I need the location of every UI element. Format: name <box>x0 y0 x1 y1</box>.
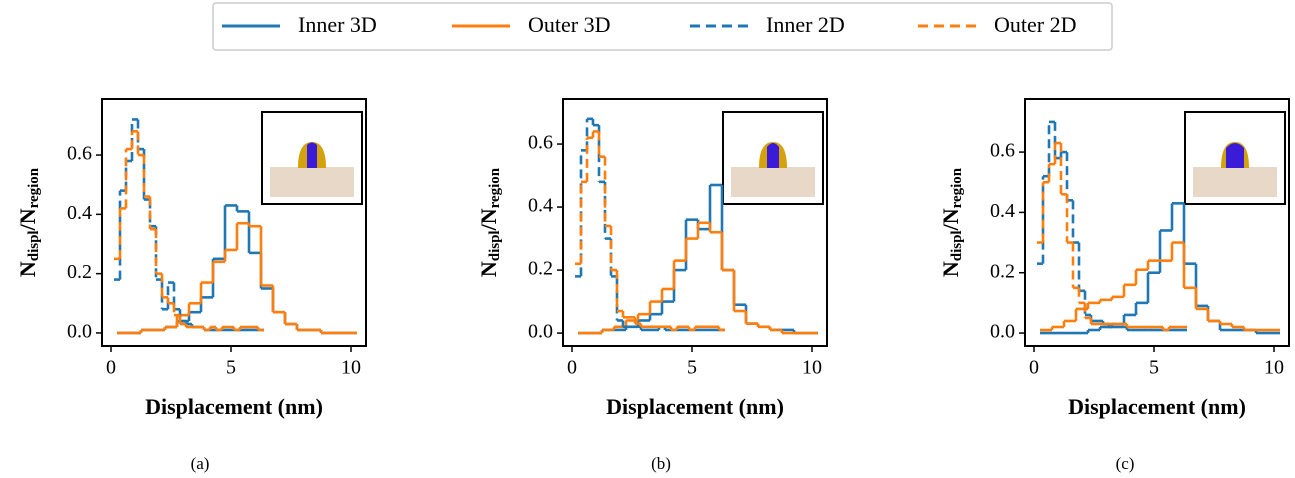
y-axis-label-part: region <box>949 167 965 208</box>
x-tick-label: 5 <box>687 357 697 379</box>
x-tick-label: 5 <box>226 357 236 379</box>
y-axis-label: Ndispl/Nregion <box>938 167 965 277</box>
inset-b <box>722 111 824 205</box>
subfigure-caption: (a) <box>191 454 210 473</box>
y-tick-label: 0.2 <box>528 258 553 280</box>
legend-label: Inner 3D <box>298 12 377 37</box>
subfigure-caption: (c) <box>1116 454 1135 473</box>
y-tick-label: 0.0 <box>67 321 92 343</box>
x-tick-label: 0 <box>1029 357 1039 379</box>
axes-frame <box>101 98 367 347</box>
y-tick-label: 0.6 <box>67 143 92 165</box>
y-tick-label: 0.2 <box>67 261 92 283</box>
y-axis-label: Ndispl/Nregion <box>15 167 42 277</box>
axes-frame <box>562 98 828 347</box>
y-axis-label-part: N <box>15 261 40 277</box>
legend-label: Outer 2D <box>994 12 1076 37</box>
y-axis-label: Ndispl/Nregion <box>476 167 503 277</box>
y-tick-label: 0.2 <box>990 260 1015 282</box>
x-axis-label: Displacement (nm) <box>1068 394 1246 419</box>
inset-c <box>1184 111 1286 205</box>
x-axis-label: Displacement (nm) <box>606 394 784 419</box>
subfigure-caption: (b) <box>651 454 671 473</box>
y-axis-label-part: displ <box>26 230 42 261</box>
x-axis-label: Displacement (nm) <box>145 394 323 419</box>
inset-a <box>261 111 363 205</box>
y-tick-label: 0.4 <box>528 195 553 217</box>
plot: 0 5 10 0.0 0.2 0.4 0.6 Displacement (nm) Ndispl/… <box>476 98 828 473</box>
x-tick-label: 0 <box>106 357 116 379</box>
y-tick-label: 0.6 <box>528 132 553 154</box>
x-tick-label: 10 <box>341 357 361 379</box>
y-axis-label-part: region <box>487 167 503 208</box>
data-layer <box>114 118 357 335</box>
y-axis-label-part: N <box>476 261 501 277</box>
y-tick-label: 0.6 <box>990 140 1015 162</box>
y-axis-label-part: /N <box>476 208 501 231</box>
y-axis-label-part: /N <box>938 208 963 231</box>
y-axis-label-part: region <box>26 167 42 208</box>
data-layer <box>1037 120 1280 335</box>
legend-label: Outer 3D <box>528 12 610 37</box>
y-tick-label: 0.0 <box>990 321 1015 343</box>
y-axis-label-part: N <box>938 261 963 277</box>
y-axis-label-part: displ <box>487 230 503 261</box>
y-axis-label-part: /N <box>15 208 40 231</box>
x-tick-label: 5 <box>1149 357 1159 379</box>
y-tick-label: 0.4 <box>67 202 92 224</box>
x-tick-label: 10 <box>802 357 822 379</box>
legend-box <box>212 2 1113 51</box>
x-tick-label: 0 <box>567 357 577 379</box>
data-layer <box>575 117 818 335</box>
plot: 0 5 10 0.0 0.2 0.4 0.6 Displacement (nm) Ndispl/… <box>938 98 1290 473</box>
axes-frame <box>1024 98 1290 347</box>
legend-label: Inner 2D <box>766 12 845 37</box>
plot: 0 5 10 0.0 0.2 0.4 0.6 Displacement (nm) Ndispl/… <box>15 98 367 473</box>
y-tick-label: 0.0 <box>528 321 553 343</box>
y-axis-label-part: displ <box>949 230 965 261</box>
x-tick-label: 10 <box>1264 357 1284 379</box>
y-tick-label: 0.4 <box>990 200 1015 222</box>
